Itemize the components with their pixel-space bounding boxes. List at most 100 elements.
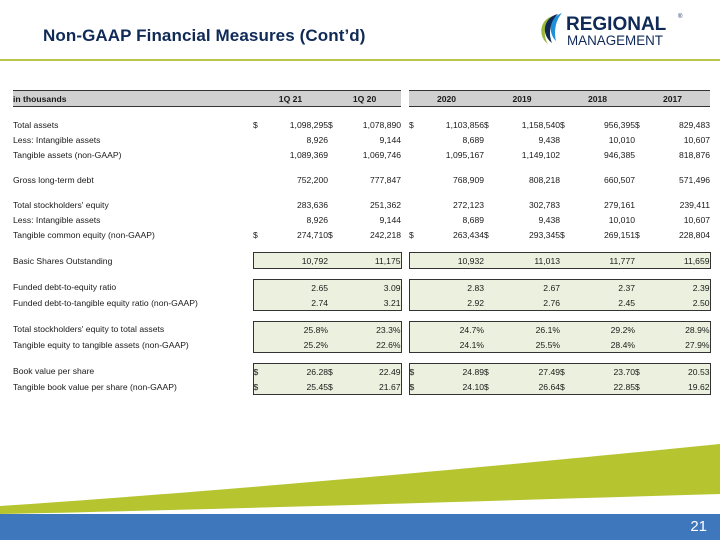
- currency-symbol: [635, 337, 648, 353]
- value-cell: 25.45: [265, 379, 329, 395]
- table-row: Basic Shares Outstanding 10,792 11,175 10,9…: [13, 252, 711, 269]
- value-cell: 272,123: [452, 199, 485, 210]
- value-cell: 24.7%: [421, 321, 485, 337]
- table-row: Less: Intangible assets 8,926 9,144 8,689 9,…: [13, 132, 710, 147]
- logo-registered-mark: ®: [678, 13, 683, 20]
- currency-symbol: [635, 295, 648, 311]
- value-cell: 2.92: [421, 295, 485, 311]
- value-cell: 8,689: [462, 214, 485, 225]
- currency-symbol: [560, 212, 572, 227]
- value-cell: 1,149,102: [521, 149, 561, 160]
- value-cell: 27.49: [496, 363, 561, 379]
- currency-symbol: [253, 212, 265, 227]
- row-label: Tangible assets (non-GAAP): [13, 149, 122, 160]
- value-cell: 818,876: [678, 149, 711, 160]
- value-cell: 11,013: [496, 252, 561, 269]
- row-label: Funded debt-to-equity ratio: [13, 282, 117, 293]
- value-cell: 11,777: [572, 252, 636, 269]
- value-cell: 27.9%: [647, 337, 711, 353]
- value-cell: 2.39: [647, 279, 711, 295]
- table-row: Total stockholders' equity 283,636 251,362…: [13, 197, 710, 212]
- currency-symbol: [484, 212, 496, 227]
- value-cell: 1,078,890: [362, 119, 402, 130]
- value-cell: 808,218: [528, 174, 561, 185]
- currency-symbol: $: [484, 363, 497, 379]
- currency-symbol: [253, 172, 265, 187]
- currency-symbol: [635, 172, 647, 187]
- value-cell: 8,926: [306, 134, 329, 145]
- currency-symbol: $: [635, 229, 640, 240]
- table-row: Tangible equity to tangible assets (non-…: [13, 337, 711, 353]
- currency-symbol: [484, 337, 497, 353]
- value-cell: 269,151: [603, 229, 636, 240]
- currency-symbol: [484, 279, 497, 295]
- value-cell: 9,144: [379, 214, 402, 225]
- unit-label: in thousands: [13, 90, 253, 107]
- row-label: Total assets: [13, 119, 59, 130]
- currency-symbol: [328, 197, 340, 212]
- value-cell: 283,636: [296, 199, 329, 210]
- table-row: Gross long-term debt 752,200 777,847 768,90…: [13, 172, 710, 187]
- currency-symbol: [252, 337, 265, 353]
- value-cell: 2.50: [647, 295, 711, 311]
- value-cell: 2.67: [496, 279, 561, 295]
- currency-symbol: [328, 252, 341, 269]
- value-cell: 21.67: [340, 379, 402, 395]
- currency-symbol: [635, 197, 647, 212]
- currency-symbol: [328, 321, 341, 337]
- row-label: Less: Intangible assets: [13, 214, 101, 225]
- value-cell: 9,438: [538, 214, 561, 225]
- footer-band: [0, 444, 720, 540]
- currency-symbol: $: [328, 119, 333, 130]
- currency-symbol: [328, 132, 340, 147]
- currency-symbol: $: [484, 119, 489, 130]
- title-divider: [0, 59, 720, 61]
- currency-symbol: [635, 252, 648, 269]
- currency-symbol: [328, 212, 340, 227]
- currency-symbol: $: [252, 379, 265, 395]
- value-cell: 2.65: [265, 279, 329, 295]
- value-cell: 10,607: [683, 134, 711, 145]
- value-cell: 1,095,167: [445, 149, 485, 160]
- value-cell: 24.10: [421, 379, 485, 395]
- value-cell: 274,710: [296, 229, 329, 240]
- currency-symbol: [253, 197, 265, 212]
- currency-symbol: [408, 321, 422, 337]
- row-label: Total stockholders' equity: [13, 199, 109, 210]
- currency-symbol: [408, 252, 422, 269]
- logo-wordmark-bottom: MANAGEMENT: [567, 33, 663, 48]
- value-cell: 2.37: [572, 279, 636, 295]
- value-cell: 23.70: [572, 363, 636, 379]
- currency-symbol: [484, 132, 496, 147]
- value-cell: 946,385: [603, 149, 636, 160]
- value-cell: 10,010: [608, 134, 636, 145]
- value-cell: 29.2%: [572, 321, 636, 337]
- page-title: Non-GAAP Financial Measures (Cont’d): [43, 26, 366, 45]
- value-cell: 28.9%: [647, 321, 711, 337]
- currency-symbol: [408, 295, 422, 311]
- value-cell: 26.1%: [496, 321, 561, 337]
- value-cell: 10,607: [683, 214, 711, 225]
- value-cell: 11,659: [647, 252, 711, 269]
- currency-symbol: [328, 147, 340, 162]
- currency-symbol: [328, 172, 340, 187]
- table-row: Tangible book value per share (non-GAAP)…: [13, 379, 711, 395]
- value-cell: 8,689: [462, 134, 485, 145]
- currency-symbol: [252, 252, 265, 269]
- currency-symbol: [484, 295, 497, 311]
- currency-symbol: $: [252, 363, 265, 379]
- currency-symbol: $: [484, 379, 497, 395]
- value-cell: 956,395: [603, 119, 636, 130]
- value-cell: 10,932: [421, 252, 485, 269]
- value-cell: 11,175: [340, 252, 402, 269]
- currency-symbol: [484, 321, 497, 337]
- currency-symbol: $: [635, 363, 648, 379]
- value-cell: 752,200: [296, 174, 329, 185]
- currency-symbol: [635, 147, 647, 162]
- value-cell: 25.2%: [265, 337, 329, 353]
- value-cell: 263,434: [452, 229, 485, 240]
- value-cell: 2.83: [421, 279, 485, 295]
- value-cell: 20.53: [647, 363, 711, 379]
- currency-symbol: [408, 279, 422, 295]
- row-label: Funded debt-to-tangible equity ratio (no…: [13, 297, 198, 308]
